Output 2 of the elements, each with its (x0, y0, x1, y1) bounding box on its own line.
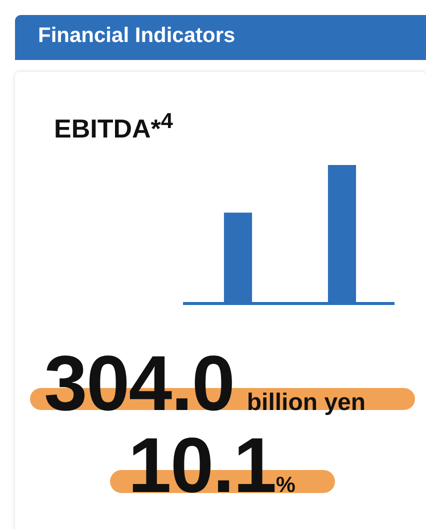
chart-title: Financial Indicators (38, 24, 236, 48)
chart-subtitle: EBITDA*$^{4}$ (54, 108, 173, 145)
